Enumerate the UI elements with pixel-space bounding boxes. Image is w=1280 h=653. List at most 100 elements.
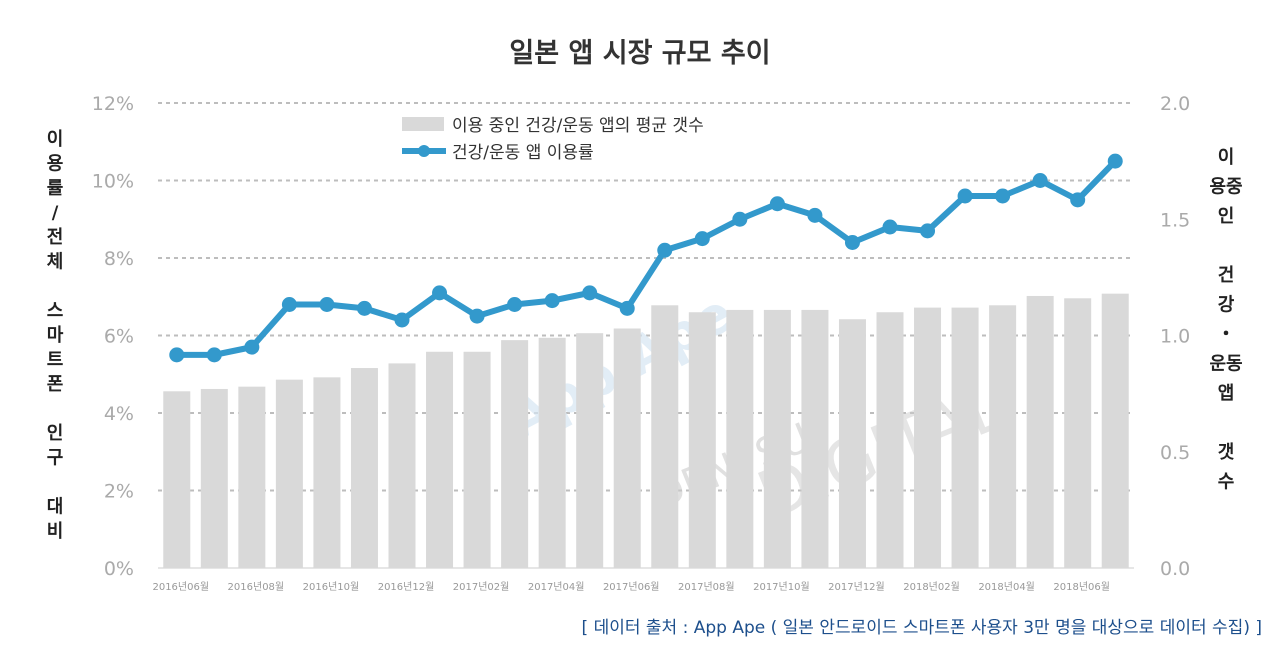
line-point [244,339,260,355]
right-axis-label-char: 강 [1218,295,1235,316]
line-point [694,231,710,247]
bar [163,391,191,568]
line-point [169,347,185,363]
left-axis-tick: 4% [104,403,134,425]
left-axis-tick: 0% [104,558,134,580]
bar [726,309,754,568]
bar [238,386,266,568]
left-axis-tick: 8% [104,248,134,270]
x-axis-tick: 2016년08월 [228,581,285,593]
line-point [544,293,560,309]
left-axis-tick: 6% [104,326,134,348]
left-axis-tick: 12% [92,93,134,115]
x-axis-tick: 2016년10월 [303,581,360,593]
line-point [582,285,598,301]
line-point [507,297,523,312]
left-axis-label-char: 스 [47,301,64,322]
bar [763,309,791,568]
right-axis-label-char: 앱 [1218,383,1235,404]
bar [200,388,228,568]
bar [951,307,979,568]
right-axis-tick: 1.5 [1160,209,1190,231]
line-point [432,285,448,301]
right-axis-tick: 0.5 [1160,442,1190,464]
x-axis-tick: 2018년02월 [903,581,960,593]
left-axis-tick: 2% [104,481,134,503]
left-axis-label-char: 대 [47,497,64,518]
left-axis-label-char: 마 [47,325,64,346]
line-point [657,242,673,258]
x-axis-tick: 2017년12월 [828,581,885,593]
right-axis-label-char: 건 [1218,265,1235,286]
line-point [1107,153,1123,169]
bar [1101,293,1129,568]
bar [538,337,566,568]
left-axis-label-char: 용 [47,154,64,175]
source-note: [ 데이터 출처 : App Ape ( 일본 안드로이드 스마트폰 사용자 3… [582,618,1262,638]
bar [501,340,529,568]
x-axis-tick: 2016년06월 [152,581,209,593]
left-axis-label-char: 폰 [47,374,64,395]
bar [989,305,1017,568]
line-point [957,188,973,204]
bar [651,305,679,568]
line-point [281,297,297,312]
line-point [206,347,222,363]
bar-series [163,293,1129,568]
bar [576,333,604,568]
left-axis-label-char: 전 [47,227,64,248]
x-axis-ticks: 2016년06월 2016년08월 2016년10월 2016년12월 2017년02월… [152,581,1110,593]
line-point [356,300,372,316]
bar [313,377,341,568]
x-axis-tick: 2017년02월 [453,581,510,593]
line-point [1032,173,1048,188]
bar [688,312,716,568]
right-axis-label-char: 용중 [1209,177,1242,198]
bar [801,309,829,568]
right-axis-label-char: 인 [1218,206,1235,227]
right-axis-label-char: ・ [1217,324,1235,345]
left-axis-label-char: 인 [47,423,64,444]
left-axis-label-char: 구 [47,448,64,469]
x-axis-tick: 2018년04월 [978,581,1035,593]
right-axis-label-char: 운동 [1209,354,1242,375]
right-axis-ticks: 0.0 0.5 1.0 1.5 2.0 [1160,93,1190,580]
line-point [995,188,1011,204]
legend: 이용 중인 건강/운동 앱의 평균 갯수 건강/운동 앱 이용률 [402,116,704,163]
line-point [394,312,410,328]
bar [613,328,641,568]
line-point [920,223,936,239]
right-axis-tick: 2.0 [1160,93,1190,115]
x-axis-tick: 2017년04월 [528,581,585,593]
line-point [844,235,860,250]
bar [350,368,378,568]
line-point [619,300,635,316]
bar [388,363,416,568]
left-axis-label-char: / [52,203,59,224]
left-axis-label-char: 체 [47,252,64,273]
left-axis-ticks: 0% 2% 4% 6% 8% 10% 12% [92,93,134,580]
x-axis-tick: 2017년10월 [753,581,810,593]
legend-bar-label: 이용 중인 건강/운동 앱의 평균 갯수 [452,116,704,136]
line-point [319,297,335,312]
x-axis-tick: 2018년06월 [1053,581,1110,593]
right-axis-label-char: 갯 [1218,442,1235,463]
line-series [169,153,1123,363]
legend-bar-swatch [402,117,444,131]
line-point [1070,192,1086,208]
line-point [807,207,823,223]
bar [463,351,491,568]
left-axis-label-char: 비 [47,521,64,542]
line-point [732,211,748,227]
legend-line-label: 건강/운동 앱 이용률 [452,143,594,163]
line-point [769,196,785,212]
right-axis-label-char: 이 [1218,147,1235,168]
bar [914,307,942,568]
x-axis-tick: 2017년06월 [603,581,660,593]
right-axis-tick: 0.0 [1160,558,1190,580]
bar [426,351,454,568]
chart-title: 일본 앱 시장 규모 추이 [509,38,770,69]
